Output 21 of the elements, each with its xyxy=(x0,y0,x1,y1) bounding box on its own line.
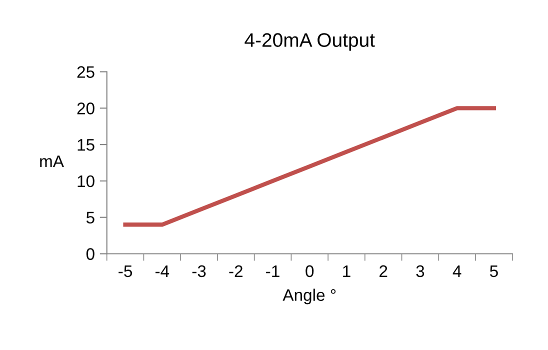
line-series xyxy=(123,106,496,227)
x-tick-label: 5 xyxy=(490,265,498,278)
x-tick-label: 3 xyxy=(416,265,424,278)
x-tick-label: 4 xyxy=(452,265,462,277)
y-tick-label: 25 xyxy=(77,66,94,78)
x-tick-label: 1 xyxy=(343,265,350,277)
y-tick-label: 10 xyxy=(78,175,94,188)
y-tick-label: 20 xyxy=(77,102,94,114)
y-tick-label: 5 xyxy=(86,212,94,224)
x-tick-label: -1 xyxy=(266,265,280,277)
x-tick-label: -3 xyxy=(192,265,206,278)
x-tick-label: -5 xyxy=(118,265,132,278)
x-tick-label: 0 xyxy=(306,265,314,278)
x-axis-title: Angle ° xyxy=(282,288,336,304)
x-tick-label: -2 xyxy=(229,265,242,277)
chart-title: 4-20mA Output xyxy=(244,33,375,51)
x-tick-label: 2 xyxy=(380,265,388,277)
y-tick-label: 15 xyxy=(78,139,94,151)
y-axis-title: mA xyxy=(40,156,64,168)
x-tick-label: -4 xyxy=(155,265,170,277)
y-tick-label: 0 xyxy=(86,248,94,260)
